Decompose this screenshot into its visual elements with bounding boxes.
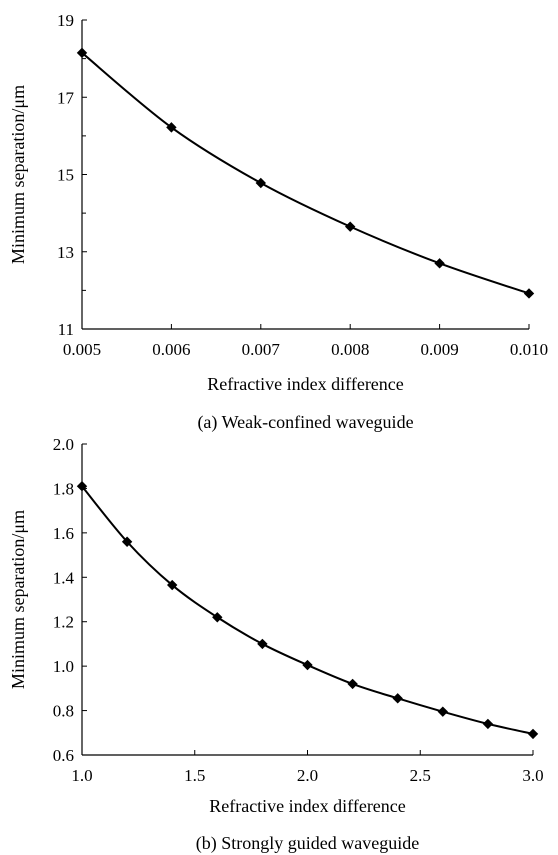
data-point <box>257 638 268 650</box>
y-tick-label: 0.6 <box>53 746 74 765</box>
x-tick-label: 0.008 <box>331 340 369 359</box>
chart-a: 11 13 15 17 19 0.005 0.006 0.007 0.008 0.009 0.010… <box>8 11 548 433</box>
data-point <box>345 221 356 232</box>
chart-b: 0.6 0.8 1.0 1.2 1.4 1.6 1.8 2.0 1.0 1.5 2.0 2.5 3.0 M… <box>8 435 544 854</box>
x-axis-label: Refractive index difference <box>209 796 406 816</box>
data-point <box>76 481 88 492</box>
x-tick-label: 1.5 <box>184 766 205 785</box>
y-axis-label: Minimum separation/μm <box>8 85 28 264</box>
data-point <box>434 258 445 269</box>
data-point <box>212 612 223 623</box>
y-axis-label: Minimum separation/μm <box>8 510 28 689</box>
chart-caption: (b) Strongly guided waveguide <box>196 833 419 854</box>
data-point <box>166 122 177 133</box>
y-tick-label: 1.2 <box>53 613 74 632</box>
data-point <box>392 693 403 704</box>
y-tick-label: 0.8 <box>53 702 74 721</box>
x-tick-label: 3.0 <box>522 766 543 785</box>
data-point <box>121 536 133 547</box>
chart-caption: (a) Weak-confined waveguide <box>197 412 413 433</box>
data-point <box>482 718 494 730</box>
data-point <box>255 177 266 189</box>
x-tick-label: 0.006 <box>152 340 190 359</box>
x-axis-label: Refractive index difference <box>207 374 404 394</box>
series-line <box>81 485 534 735</box>
y-tick-label: 15 <box>57 166 74 185</box>
data-point <box>167 579 178 591</box>
y-tick-label: 1.0 <box>53 657 74 676</box>
x-tick-label: 0.005 <box>63 340 101 359</box>
data-point <box>347 678 358 690</box>
data-point <box>527 728 539 740</box>
x-tick-label: 0.010 <box>510 340 548 359</box>
data-point <box>437 706 448 717</box>
data-point <box>302 659 313 671</box>
y-tick-label: 11 <box>58 320 74 339</box>
data-point <box>76 47 88 59</box>
series-line <box>81 52 530 295</box>
y-tick-label: 13 <box>57 243 74 262</box>
x-tick-label: 2.0 <box>297 766 318 785</box>
y-tick-label: 1.4 <box>53 568 75 587</box>
y-tick-label: 1.8 <box>53 479 74 498</box>
y-tick-label: 19 <box>57 11 74 30</box>
x-tick-label: 0.009 <box>420 340 458 359</box>
y-tick-label: 17 <box>57 88 75 107</box>
x-tick-label: 0.007 <box>242 340 281 359</box>
x-tick-label: 2.5 <box>410 766 431 785</box>
y-tick-label: 1.6 <box>53 524 74 543</box>
data-point <box>523 288 535 299</box>
y-tick-label: 2.0 <box>53 435 74 454</box>
x-tick-label: 1.0 <box>71 766 92 785</box>
